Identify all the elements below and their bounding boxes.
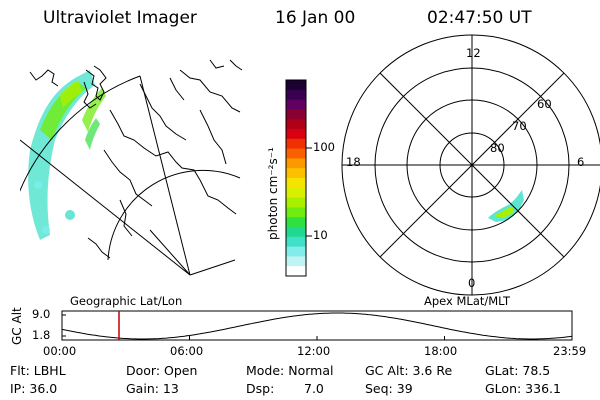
timeline-y-top: 9.0 bbox=[32, 307, 51, 321]
polar-diagonal-2 bbox=[379, 72, 565, 258]
date-label: 16 Jan 00 bbox=[275, 8, 356, 28]
timeline-tick-2359: 23:59 bbox=[553, 344, 587, 358]
color-bar-segment bbox=[286, 266, 306, 277]
color-bar-segment bbox=[286, 138, 306, 150]
color-bar-segment bbox=[286, 187, 306, 199]
color-bar-segment bbox=[286, 227, 306, 238]
color-bar-frame bbox=[285, 79, 307, 277]
color-bar-segment bbox=[286, 236, 306, 248]
timeline-tick-1200: 12:00 bbox=[297, 344, 331, 358]
aurora-emission-left bbox=[28, 70, 106, 240]
color-bar-segment bbox=[286, 197, 306, 208]
mlt-label-0: 0 bbox=[468, 276, 476, 290]
color-bar-segment bbox=[286, 158, 306, 169]
time-label: 02:47:50 UT bbox=[427, 8, 532, 28]
color-bar-segment bbox=[286, 178, 306, 189]
info-door: Door: Open bbox=[126, 363, 198, 378]
info-dsp-value: 7.0 bbox=[304, 381, 324, 396]
left-panel-caption: Geographic Lat/Lon bbox=[70, 294, 183, 308]
color-bar-segment bbox=[286, 256, 306, 267]
orbit-timeline bbox=[61, 310, 573, 341]
lat-label-80: 80 bbox=[490, 141, 505, 155]
mlt-label-18: 18 bbox=[346, 155, 361, 169]
color-bar-segment bbox=[286, 119, 306, 130]
right-panel-caption: Apex MLat/MLT bbox=[424, 294, 511, 308]
timeline-tick-0000: 00:00 bbox=[43, 344, 77, 358]
timeline-tick-1800: 18:00 bbox=[424, 344, 458, 358]
coastlines bbox=[29, 59, 243, 259]
info-mode: Mode: Normal bbox=[246, 363, 334, 378]
orbit-altitude-curve bbox=[61, 312, 573, 340]
lat-label-70: 70 bbox=[512, 119, 527, 133]
color-bar-segment bbox=[286, 99, 306, 110]
color-bar-segment bbox=[286, 168, 306, 179]
aurora-peak-right bbox=[494, 206, 514, 218]
info-glat: GLat: 78.5 bbox=[485, 363, 551, 378]
color-bar-segment bbox=[286, 217, 306, 228]
info-seq: Seq: 39 bbox=[365, 381, 413, 396]
lat-label-60: 60 bbox=[537, 97, 552, 111]
color-bar-label-10: 10 bbox=[313, 228, 328, 242]
timeline-frame bbox=[61, 310, 573, 341]
color-bar-segment bbox=[286, 246, 306, 257]
mlt-label-6: 6 bbox=[577, 155, 585, 169]
color-bar-segment bbox=[286, 80, 306, 91]
timeline-axis-title: GC Alt bbox=[10, 307, 24, 345]
color-bar-unit-label: photon cm⁻²s⁻¹ bbox=[266, 147, 280, 240]
color-bar-segment bbox=[286, 148, 306, 159]
info-gc-alt: GC Alt: 3.6 Re bbox=[365, 363, 453, 378]
color-bar-segment bbox=[286, 129, 306, 140]
timeline-tick-0600: 06:00 bbox=[170, 344, 204, 358]
info-dsp-label: Dsp: bbox=[246, 381, 275, 396]
lat-lon-grid bbox=[20, 75, 241, 276]
info-flt: Flt: LBHL bbox=[10, 363, 66, 378]
info-ip: IP: 36.0 bbox=[10, 381, 58, 396]
color-bar-segment bbox=[286, 207, 306, 218]
polar-plot bbox=[341, 34, 600, 296]
aurora-emission-right bbox=[488, 190, 524, 222]
info-gain: Gain: 13 bbox=[126, 381, 179, 396]
color-bar-segment bbox=[286, 89, 306, 101]
color-bar-segment bbox=[286, 109, 306, 120]
mlt-label-12: 12 bbox=[466, 46, 481, 60]
timeline-y-bottom: 1.8 bbox=[32, 328, 51, 342]
app-title: Ultraviolet Imager bbox=[43, 8, 197, 28]
geographic-map bbox=[20, 59, 243, 276]
color-bar-label-100: 100 bbox=[313, 140, 335, 154]
info-glon: GLon: 336.1 bbox=[485, 381, 561, 396]
color-bar bbox=[286, 80, 306, 277]
